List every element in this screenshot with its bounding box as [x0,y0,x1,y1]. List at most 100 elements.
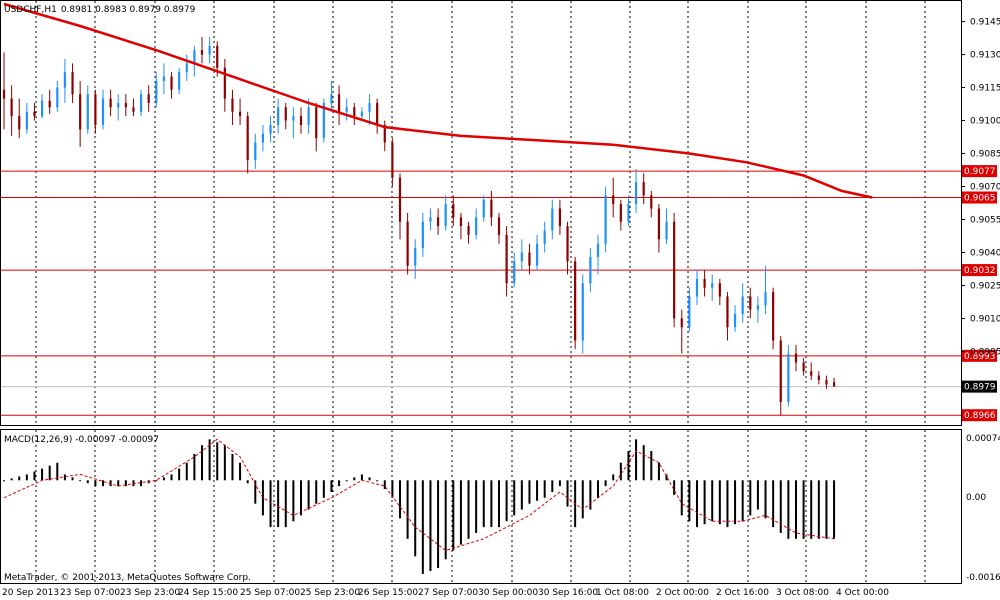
macd-signal-line [3,438,835,552]
macd-bar [178,468,181,481]
candle-body [429,217,432,222]
macd-bar [208,439,211,481]
candle-body [772,292,775,341]
candle-body [139,94,143,112]
x-tick-label: 4 Oct 00:00 [836,588,889,598]
macd-bar [657,462,660,481]
y-tick-label: 0.8995 [970,347,1000,357]
macd-panel[interactable] [0,429,962,584]
x-tick-label: 3 Oct 08:00 [776,588,829,598]
candle-body [673,221,676,319]
candle-body [376,102,379,125]
candle-body [825,380,828,385]
macd-bar [376,480,379,482]
macd-bar [162,477,165,481]
macd-bar [391,480,394,498]
level-price-box [962,380,997,393]
macd-bar [505,480,508,522]
candle-body [528,252,531,266]
macd-bar [109,480,112,487]
macd-bar [772,480,775,528]
candle-body [497,217,501,235]
macd-bar [627,451,630,481]
candle-body [574,261,577,341]
macd-bar [810,480,813,539]
macd-bar [459,480,462,545]
candle-body [231,98,234,112]
y-tick-label: 0.9145 [970,18,1000,28]
macd-bar [155,480,158,482]
macd-bar [94,480,97,487]
macd-indicator [3,438,836,574]
macd-bar [520,480,523,510]
candle-body [94,94,97,125]
candle-body [566,226,569,262]
macd-bar [833,480,836,539]
candle-body [733,314,737,328]
macd-bar [513,480,516,516]
candle-body [558,208,562,227]
macd-bar [48,465,51,481]
macd-bar [444,480,447,560]
candle-body [520,252,523,262]
macd-bar [475,480,478,533]
macd-bar [307,480,310,510]
candle-body [612,195,615,205]
macd-bar [86,480,89,484]
macd-bar [383,480,386,490]
macd-bar [277,480,280,528]
macd-bar [284,480,287,528]
candle-body [398,177,402,222]
level-price-box [962,409,997,422]
macd-bar [193,453,196,481]
x-tick-label: 2 Oct 16:00 [716,588,769,598]
macd-bar [596,480,599,498]
macd-bar [246,480,249,484]
candle-body [726,296,729,328]
macd-bar [756,480,759,510]
x-tick-label: 1 Oct 08:00 [596,588,649,598]
macd-bar [536,480,539,501]
macd-bar [817,480,820,539]
macd-bar [299,480,302,516]
candle-body [452,204,455,218]
candle-body [467,226,470,235]
candle-body [764,292,767,306]
candle-body [345,107,348,112]
candle-body [33,111,36,117]
macd-bar [558,480,561,487]
macd-bar [497,480,500,528]
candle-body [368,102,371,112]
candle-body [79,94,82,130]
macd-bar [779,480,782,533]
candle-body [703,278,706,288]
candle-body [216,45,219,68]
macd-bar [79,480,82,482]
candle-body [109,98,112,108]
candle-body [444,204,447,227]
candle-body [117,102,120,108]
macd-bar [680,480,683,516]
candle-body [124,102,127,108]
level-price-label: 0.8979 [964,383,996,393]
macd-bar [315,480,318,504]
copyright-label: MetaTrader, © 2001-2013, MetaQuotes Soft… [4,573,251,583]
candle-body [63,72,67,88]
candle-body [10,98,13,117]
candle-body [132,107,135,112]
candle-body [414,248,417,266]
candle-body [657,208,661,240]
macd-bar [231,453,234,481]
candle-body [330,94,333,103]
macd-tick-zero: 0.00 [966,493,986,503]
candle-body [307,107,310,125]
level-price-box [962,349,997,362]
candle-body [787,353,790,403]
price-panel[interactable] [0,0,962,426]
candle-body [86,94,89,130]
level-price-label: 0.8966 [964,411,996,421]
candle-body [292,116,295,121]
macd-tick-top: 0.00074 [966,434,1000,444]
